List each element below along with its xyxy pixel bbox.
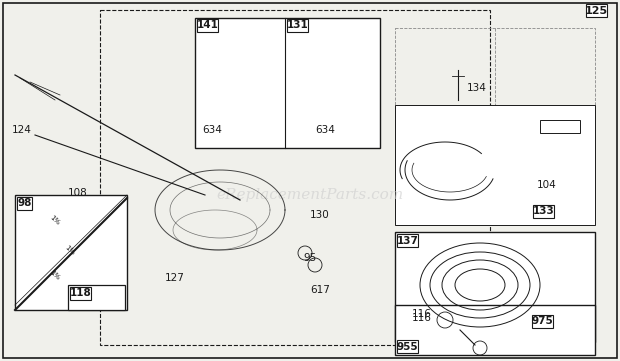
Text: 108: 108 — [68, 188, 88, 198]
Bar — [532, 315, 552, 328]
Bar — [395, 302, 595, 355]
Text: eReplacementParts.com: eReplacementParts.com — [216, 188, 404, 202]
Text: 130: 130 — [310, 210, 330, 220]
Bar — [395, 232, 595, 342]
Bar — [70, 287, 91, 300]
Bar — [68, 285, 125, 310]
Text: 95: 95 — [303, 253, 316, 263]
Bar — [287, 19, 308, 32]
Text: 116: 116 — [412, 313, 432, 323]
Text: 617: 617 — [310, 285, 330, 295]
Bar — [195, 18, 380, 148]
Bar — [395, 28, 595, 118]
Text: 1%: 1% — [49, 214, 61, 226]
Bar — [540, 120, 580, 133]
Text: 127: 127 — [165, 273, 185, 283]
Bar — [533, 205, 554, 218]
Text: 1%: 1% — [49, 269, 61, 281]
Text: 116: 116 — [412, 309, 432, 319]
Bar — [100, 10, 490, 345]
Bar — [15, 195, 127, 310]
Bar — [530, 313, 593, 341]
Bar — [17, 197, 32, 210]
Text: 133: 133 — [533, 206, 554, 217]
Text: 1%: 1% — [64, 244, 76, 256]
Text: 124: 124 — [12, 125, 32, 135]
Text: 125: 125 — [585, 5, 608, 16]
Bar — [197, 19, 218, 32]
Bar — [395, 305, 595, 355]
Text: 975: 975 — [531, 317, 553, 326]
Bar — [395, 105, 595, 225]
Text: 134: 134 — [467, 83, 487, 93]
Bar — [397, 234, 417, 247]
Text: 634: 634 — [202, 125, 222, 135]
Text: 137: 137 — [396, 235, 418, 245]
Text: 118: 118 — [69, 288, 91, 299]
Text: 104: 104 — [537, 180, 557, 190]
Bar — [395, 345, 595, 355]
Text: 98: 98 — [17, 199, 32, 209]
Bar — [586, 4, 606, 17]
Text: 131: 131 — [286, 21, 308, 30]
Text: 141: 141 — [197, 21, 218, 30]
Text: 634: 634 — [315, 125, 335, 135]
Bar — [397, 340, 417, 353]
Text: 955: 955 — [396, 342, 418, 352]
